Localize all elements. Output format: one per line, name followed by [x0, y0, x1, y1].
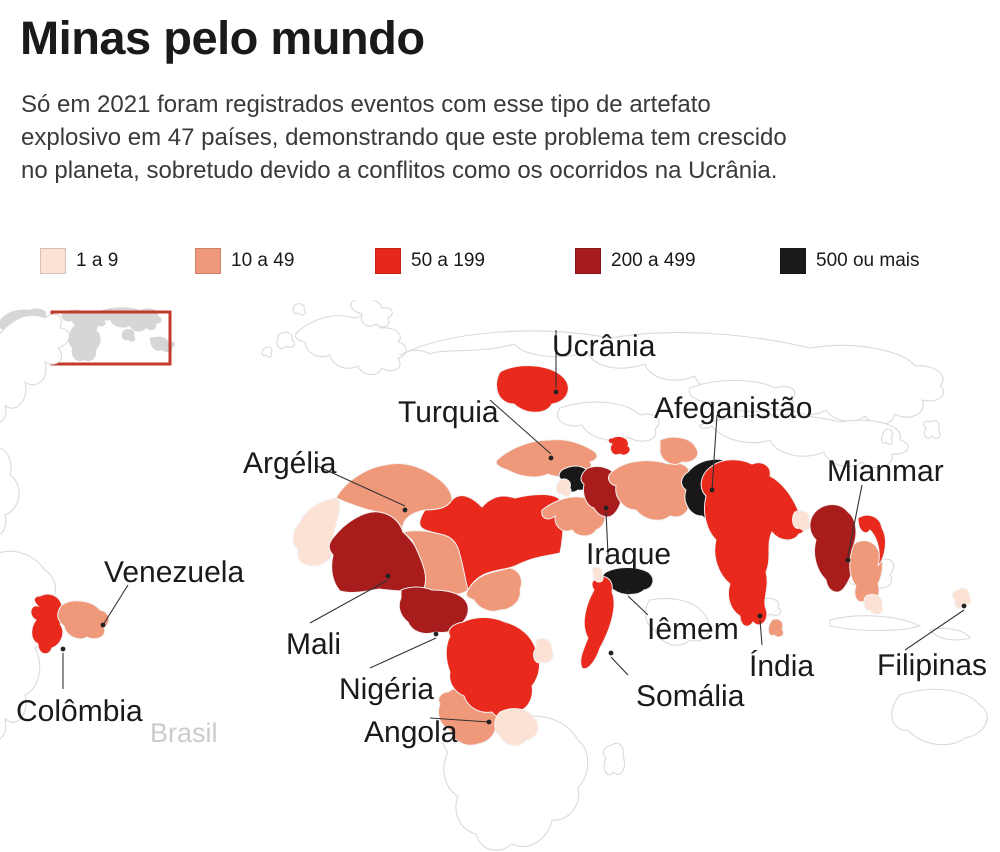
svg-text:Mianmar: Mianmar [827, 455, 944, 488]
svg-text:Iêmem: Iêmem [647, 613, 739, 646]
svg-text:Nigéria: Nigéria [339, 673, 434, 706]
svg-text:Colômbia: Colômbia [16, 695, 143, 728]
svg-text:Argélia: Argélia [243, 447, 337, 480]
svg-text:Turquia: Turquia [398, 396, 499, 429]
svg-text:Somália: Somália [636, 680, 745, 713]
svg-text:Ucrânia: Ucrânia [552, 330, 656, 363]
svg-text:Mali: Mali [286, 628, 341, 661]
svg-text:Filipinas: Filipinas [877, 649, 987, 682]
svg-text:Afeganistão: Afeganistão [654, 392, 812, 425]
svg-text:Venezuela: Venezuela [104, 556, 244, 589]
svg-text:Índia: Índia [749, 649, 814, 683]
svg-text:Iraque: Iraque [586, 538, 671, 571]
svg-text:Angola: Angola [364, 716, 458, 749]
svg-text:Brasil: Brasil [150, 718, 218, 748]
